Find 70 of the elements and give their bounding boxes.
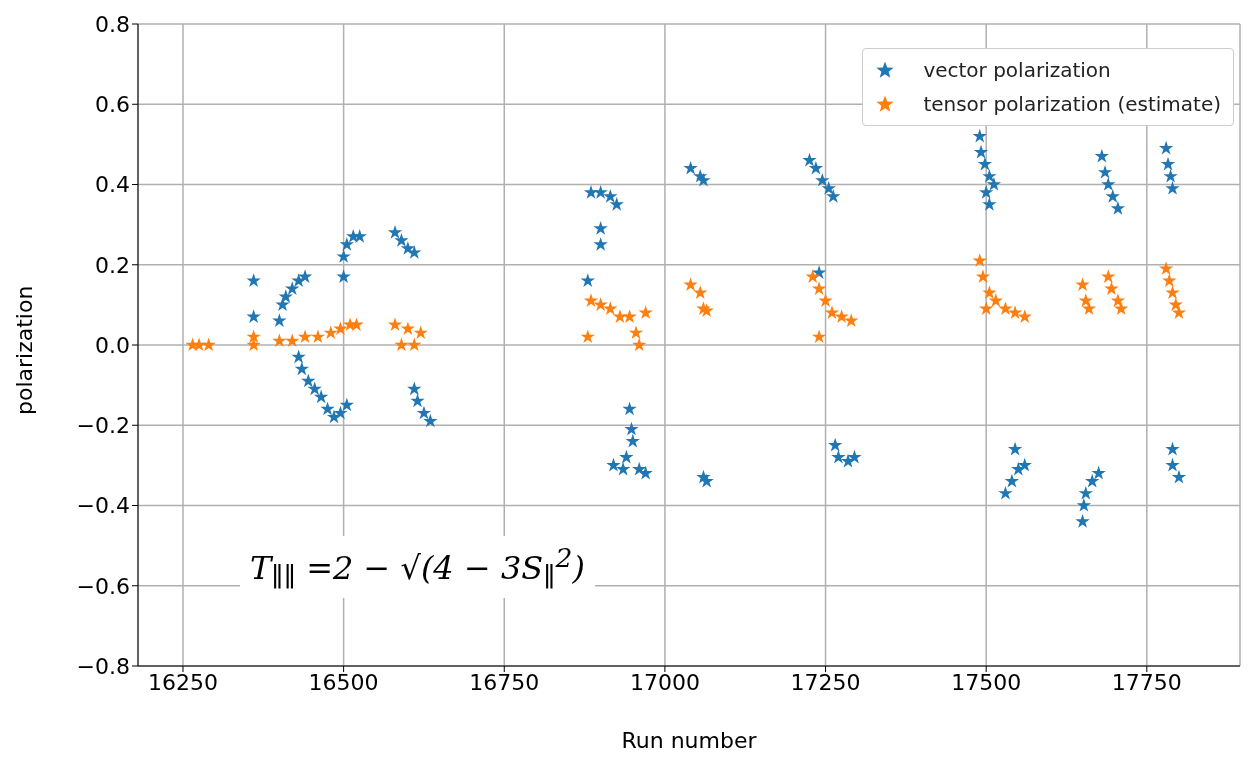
point: [285, 333, 300, 348]
point: [246, 337, 261, 352]
point: [407, 337, 422, 352]
point: [824, 305, 840, 320]
point: [1007, 305, 1023, 320]
point: [683, 277, 698, 291]
y-tick-label: −0.8: [76, 653, 130, 679]
point: [834, 309, 849, 324]
point: [1113, 301, 1129, 315]
point: [1101, 269, 1116, 283]
annotation: T$_{∥∥}$ =2 − √(4 − 3S$_{∥}$$^{2}$): [240, 536, 595, 599]
point: [988, 293, 1004, 307]
x-axis-title: Run number: [621, 728, 758, 753]
point: [979, 301, 994, 315]
point: [310, 329, 326, 344]
y-tick-label: −0.6: [76, 573, 130, 599]
point: [1081, 301, 1097, 315]
point: [844, 313, 859, 328]
point: [998, 301, 1013, 315]
point: [593, 297, 608, 311]
y-tick-label: 0.8: [95, 11, 130, 37]
point: [297, 329, 313, 344]
point: [632, 337, 647, 352]
point: [246, 329, 261, 344]
point: [622, 309, 637, 324]
y-tick-label: 0.0: [95, 332, 130, 358]
point: [982, 285, 997, 299]
y-tick-label: −0.4: [76, 493, 130, 519]
point: [811, 329, 827, 344]
point: [400, 321, 416, 336]
x-tick-label: 17500: [951, 669, 1022, 695]
y-axis-title: polarization: [11, 285, 37, 415]
point: [638, 305, 653, 320]
point: [975, 269, 991, 283]
point: [1104, 281, 1119, 295]
point: [333, 321, 348, 336]
point: [628, 325, 644, 340]
y-tick-label: −0.2: [76, 413, 130, 439]
point: [693, 285, 708, 299]
legend-label: vector polarization: [923, 57, 1111, 84]
x-tick-label: 16250: [147, 669, 218, 695]
x-tick-label: 17750: [1111, 669, 1182, 695]
point: [583, 293, 599, 307]
point: [1171, 305, 1187, 320]
x-tick-label: 17000: [629, 669, 700, 695]
point: [818, 293, 833, 307]
point: [580, 329, 595, 344]
point: [805, 269, 820, 283]
point: [1158, 261, 1174, 275]
point: [811, 281, 827, 295]
x-tick-label: 17250: [790, 669, 861, 695]
point: [1017, 309, 1032, 324]
point: [603, 301, 618, 315]
point: [272, 333, 287, 348]
point: [323, 325, 338, 340]
y-tick-label: 0.2: [95, 252, 130, 278]
x-tick-label: 16750: [469, 669, 540, 695]
point: [972, 253, 987, 267]
point: [1162, 273, 1177, 287]
point: [201, 337, 216, 352]
x-tick-label: 16500: [308, 669, 379, 695]
point: [394, 337, 409, 352]
point: [413, 325, 428, 340]
point: [387, 317, 403, 332]
y-tick-label: 0.4: [95, 172, 130, 198]
point: [349, 317, 364, 332]
point: [1075, 277, 1090, 291]
legend-label: tensor polarization (estimate): [923, 91, 1221, 118]
y-tick-label: 0.6: [95, 92, 130, 118]
point: [1165, 285, 1180, 299]
